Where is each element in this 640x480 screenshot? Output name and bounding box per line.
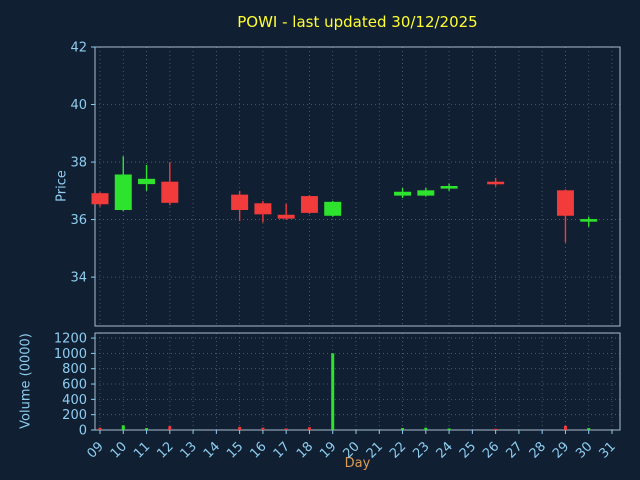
candle-day-24 (440, 183, 458, 191)
y-tick-label: 34 (70, 271, 87, 286)
volume-bar-day-18 (307, 427, 311, 430)
volume-bar-day-10 (121, 425, 125, 430)
volume-bar-day-16 (261, 427, 265, 430)
x-tick-label: 20 (341, 439, 363, 461)
candle-day-9 (91, 192, 109, 207)
candle-day-11 (138, 164, 156, 191)
x-tick-label: 27 (503, 439, 525, 461)
candle-day-18 (300, 195, 318, 214)
y-tick-label: 400 (62, 393, 87, 408)
x-tick-label: 25 (457, 439, 479, 461)
candle-day-30 (580, 216, 598, 227)
y-tick-label: 36 (70, 213, 87, 228)
y-tick-label: 200 (62, 408, 87, 423)
candlesticks (91, 156, 598, 243)
volume-bar-day-26 (494, 428, 498, 430)
candle-body (440, 186, 458, 189)
axes-spines (94, 46, 621, 431)
x-tick-label: 13 (178, 439, 200, 461)
y-tick-label: 42 (70, 41, 87, 56)
volume-bar-day-24 (447, 428, 451, 430)
y-tick-label: 600 (62, 378, 87, 393)
candle-body (254, 203, 272, 215)
candle-day-23 (417, 187, 435, 197)
y-tick-label: 1000 (54, 347, 87, 362)
candle-day-22 (394, 187, 412, 199)
y-tick-label: 0 (79, 424, 87, 439)
candle-body (394, 191, 412, 196)
x-tick-label: 14 (201, 439, 223, 461)
volume-bar-day-17 (284, 428, 288, 430)
candle-body (138, 178, 156, 185)
volume-bar-day-19 (331, 353, 335, 430)
candle-body (324, 201, 342, 216)
x-tick-label: 30 (573, 439, 595, 461)
candle-body (114, 174, 132, 211)
candle-day-16 (254, 200, 272, 223)
candle-body (487, 181, 505, 185)
x-tick-label: 11 (131, 439, 153, 461)
candle-day-17 (277, 203, 295, 220)
candle-body (556, 190, 574, 216)
x-tick-label: 26 (480, 439, 502, 461)
candle-body (231, 194, 249, 211)
volume-bar-day-15 (238, 426, 242, 430)
y-tick-label: 40 (70, 98, 87, 113)
volume-bar-day-30 (587, 428, 591, 430)
y-tick-label: 1200 (54, 332, 87, 347)
volume-bar-day-12 (168, 426, 172, 430)
x-tick-label: 19 (317, 439, 339, 461)
candle-body (91, 193, 109, 205)
x-tick-label: 31 (597, 439, 619, 461)
candle-day-10 (114, 156, 132, 211)
x-tick-label: 28 (527, 439, 549, 461)
x-tick-label: 24 (434, 439, 456, 461)
x-tick-label: 22 (387, 439, 409, 461)
volume-bar-day-11 (145, 428, 149, 430)
x-tick-label: 23 (410, 439, 432, 461)
plot-spine (94, 46, 621, 327)
candle-day-12 (161, 162, 179, 206)
y-tick-label: 800 (62, 362, 87, 377)
y-tick-label: 38 (70, 156, 87, 171)
candle-body (161, 181, 179, 203)
candle-day-29 (556, 189, 574, 243)
x-tick-label: 29 (550, 439, 572, 461)
candle-body (277, 214, 295, 219)
plot-spine (94, 332, 621, 431)
chart-title: POWI - last updated 30/12/2025 (237, 13, 478, 31)
candle-body (580, 219, 598, 222)
gridlines (95, 46, 620, 431)
volume-bar-day-23 (424, 427, 428, 430)
x-tick-label: 16 (247, 439, 269, 461)
candle-day-26 (487, 177, 505, 187)
volume-bar-day-9 (98, 427, 102, 430)
volume-bar-day-22 (401, 428, 405, 430)
candle-day-15 (231, 190, 249, 222)
x-tick-label: 15 (224, 439, 246, 461)
candle-body (300, 196, 318, 213)
candle-body (417, 190, 435, 196)
x-tick-label: 12 (154, 439, 176, 461)
day-axis-label: Day (344, 456, 371, 471)
volume-bar-day-29 (563, 425, 567, 430)
volume-bars (98, 353, 591, 430)
x-tick-label: 09 (85, 439, 107, 461)
x-tick-label: 10 (108, 439, 130, 461)
x-tick-label: 21 (364, 439, 386, 461)
candle-day-19 (324, 200, 342, 217)
x-tick-label: 18 (294, 439, 316, 461)
x-tick-label: 17 (271, 439, 293, 461)
